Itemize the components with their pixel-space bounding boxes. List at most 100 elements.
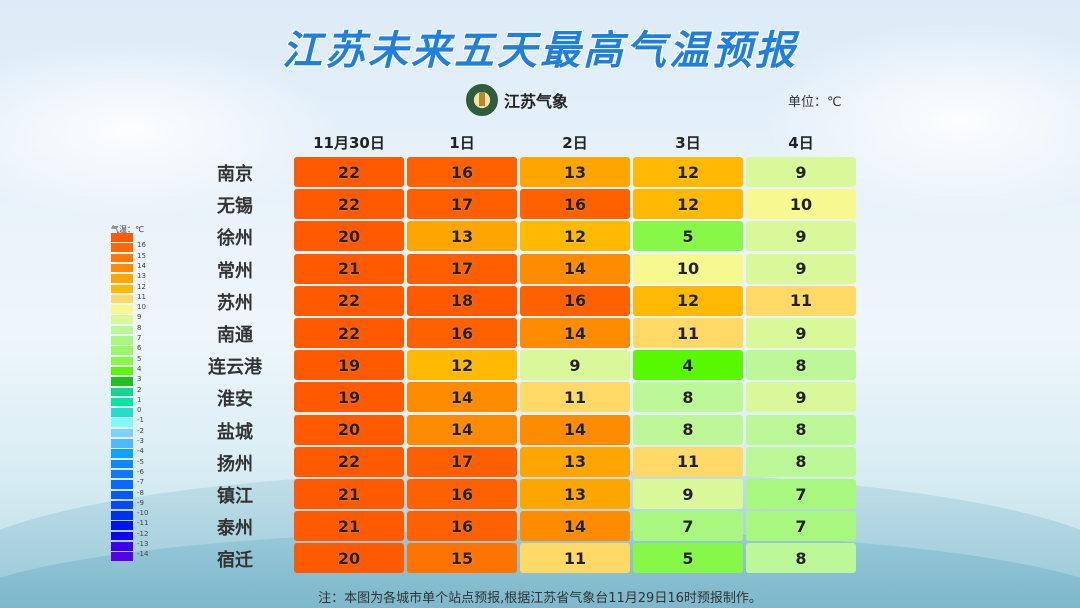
legend-tick-label: -1 xyxy=(137,416,144,425)
temperature-cell: 9 xyxy=(746,382,856,413)
legend-tick-label: 10 xyxy=(137,303,146,312)
legend-swatch xyxy=(111,274,133,283)
legend-tick-label: 2 xyxy=(137,385,142,394)
legend-swatch xyxy=(111,253,133,263)
legend-tick-label: -10 xyxy=(137,509,149,518)
legend-swatch xyxy=(111,469,133,479)
legend-swatch xyxy=(111,243,133,252)
legend-swatch xyxy=(111,480,133,489)
temperature-cell: 11 xyxy=(520,543,630,574)
temperature-cell: 4 xyxy=(633,350,743,381)
legend-tick-label: 1 xyxy=(137,395,142,404)
legend-tick-label: 0 xyxy=(137,406,142,415)
legend-tick-label: -2 xyxy=(137,426,144,435)
temperature-cell: 12 xyxy=(633,285,743,316)
legend-swatch xyxy=(111,387,133,397)
temperature-cell: 9 xyxy=(746,318,856,348)
temperature-cell: 16 xyxy=(407,318,517,348)
temperature-cell: 11 xyxy=(746,285,856,316)
legend-swatch xyxy=(111,408,133,417)
temperature-cell: 13 xyxy=(520,446,630,477)
temperature-cell: 22 xyxy=(294,189,404,220)
temperature-cell: 14 xyxy=(520,414,630,445)
legend-swatch xyxy=(111,263,133,273)
footer-note: 注：本图为各城市单个站点预报,根据江苏省气象台11月29日16时预报制作。 xyxy=(318,591,762,606)
city-label: 泰州 xyxy=(217,518,253,540)
legend-swatch xyxy=(111,552,133,561)
temperature-cell: 12 xyxy=(407,350,517,381)
temperature-cell: 9 xyxy=(520,350,630,381)
city-label: 镇江 xyxy=(217,486,253,507)
legend-swatch xyxy=(111,439,133,448)
legend-title: 气温：℃ xyxy=(111,225,144,234)
temperature-cell: 17 xyxy=(407,189,517,220)
legend-swatch xyxy=(111,418,133,427)
legend-swatch xyxy=(111,325,133,335)
legend-swatch xyxy=(111,449,133,458)
column-header: 1日 xyxy=(449,134,475,152)
background-cloud xyxy=(0,40,340,220)
legend-tick-label: -9 xyxy=(137,498,144,507)
legend-tick-label: -11 xyxy=(137,519,149,528)
temperature-cell: 20 xyxy=(294,221,404,252)
temperature-cell: 14 xyxy=(407,382,517,413)
temperature-cell: 13 xyxy=(520,479,630,509)
temperature-cell: 9 xyxy=(746,157,856,187)
legend-tick-label: -4 xyxy=(137,447,144,456)
temperature-cell: 16 xyxy=(407,479,517,509)
temperature-cell: 12 xyxy=(520,221,630,252)
temperature-cell: 11 xyxy=(633,318,743,348)
city-label: 宿迁 xyxy=(217,550,253,572)
temperature-cell: 17 xyxy=(407,253,517,284)
temperature-cell: 7 xyxy=(746,479,856,509)
temperature-cell: 16 xyxy=(520,285,630,316)
temperature-cell: 12 xyxy=(633,157,743,187)
legend-swatch xyxy=(111,233,133,242)
temperature-cell: 14 xyxy=(520,318,630,348)
legend-tick-label: 11 xyxy=(137,292,146,301)
legend-swatch xyxy=(111,284,133,294)
column-header: 4日 xyxy=(788,134,814,152)
legend-swatch xyxy=(111,542,133,551)
meteorological-bureau-emblem-icon xyxy=(466,84,498,116)
legend-tick-label: -6 xyxy=(137,467,144,476)
city-label: 苏州 xyxy=(217,292,253,314)
legend-swatch xyxy=(111,397,133,407)
legend-tick-label: -7 xyxy=(137,478,144,487)
legend-tick-label: -13 xyxy=(137,540,149,548)
temperature-cell: 19 xyxy=(294,350,404,381)
temperature-cell: 12 xyxy=(633,189,743,220)
temperature-cell: 22 xyxy=(294,446,404,477)
city-label: 扬州 xyxy=(217,453,253,475)
city-label: 盐城 xyxy=(217,421,253,443)
temperature-cell: 14 xyxy=(520,253,630,284)
legend-tick-label: -14 xyxy=(137,550,149,559)
city-label: 南京 xyxy=(217,164,253,185)
temperature-cell: 14 xyxy=(520,511,630,542)
legend-swatch xyxy=(111,377,133,386)
page-title: 江苏未来五天最高气温预报 xyxy=(282,28,798,74)
temperature-cell: 7 xyxy=(746,511,856,542)
legend-swatch xyxy=(111,315,133,324)
legend-swatch xyxy=(111,428,133,438)
city-label: 淮安 xyxy=(217,389,253,411)
temperature-cell: 8 xyxy=(746,414,856,445)
temperature-cell: 10 xyxy=(746,189,856,220)
legend-swatch xyxy=(111,366,133,376)
legend-tick-label: 14 xyxy=(137,261,146,270)
temperature-cell: 8 xyxy=(633,414,743,445)
legend-tick-label: 3 xyxy=(137,375,142,384)
legend-tick-label: -12 xyxy=(137,529,149,538)
logo-text: 江苏气象 xyxy=(504,92,569,111)
legend-tick-label: 15 xyxy=(137,251,146,260)
legend-tick-label: -5 xyxy=(137,457,144,466)
legend-swatch xyxy=(111,531,133,541)
temperature-cell: 16 xyxy=(407,511,517,542)
temperature-cell: 15 xyxy=(407,543,517,574)
temperature-cell: 21 xyxy=(294,479,404,509)
temperature-cell: 13 xyxy=(407,221,517,252)
legend-tick-label: 5 xyxy=(137,354,142,363)
column-header: 3日 xyxy=(675,134,701,152)
temperature-cell: 22 xyxy=(294,157,404,187)
legend-swatch xyxy=(111,511,133,520)
